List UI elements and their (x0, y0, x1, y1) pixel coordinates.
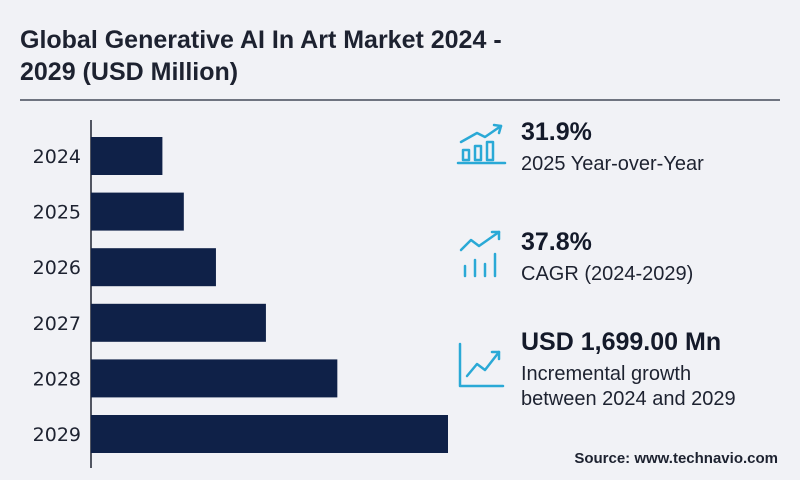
bar-2026 (91, 248, 216, 287)
kpi-value: USD 1,699.00 Mn (521, 328, 722, 356)
tick-label-2027: 2027 (33, 313, 81, 335)
bar-2024 (91, 137, 163, 175)
line-chart-icon (458, 342, 505, 388)
kpi-label: Incremental growth between 2024 and 2029 (521, 363, 736, 410)
tick-label-2024: 2024 (33, 146, 81, 168)
trend-bars-icon (459, 230, 501, 278)
bar-growth-icon (456, 123, 507, 165)
kpi-value: 31.9% (521, 118, 592, 146)
source-credit: Source: www.technavio.com (574, 450, 778, 467)
bar-2028 (91, 359, 338, 398)
kpi-label: CAGR (2024-2029) (521, 263, 694, 285)
bar-2029 (91, 415, 448, 453)
kpi-value: 37.8% (521, 228, 592, 256)
bar-2027 (91, 303, 266, 342)
bar-2025 (91, 192, 184, 231)
title-line-2: 2029 (USD Million) (20, 58, 239, 86)
title-divider (20, 99, 780, 101)
tick-label-2029: 2029 (33, 424, 81, 446)
bar-chart: 2024 2025 2026 2027 2028 2029 (33, 120, 448, 468)
tick-label-2028: 2028 (33, 368, 81, 390)
title-line-1: Global Generative AI In Art Market 2024 … (20, 26, 502, 54)
kpi-label: 2025 Year-over-Year (521, 153, 704, 175)
tick-label-2026: 2026 (33, 257, 81, 279)
page-title: Global Generative AI In Art Market 2024 … (20, 24, 620, 88)
tick-label-2025: 2025 (33, 202, 81, 224)
